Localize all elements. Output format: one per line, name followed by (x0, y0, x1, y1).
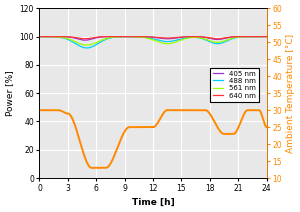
405 nm (77, 38, 81, 40)
Line: 640 nm: 640 nm (40, 37, 267, 39)
561 nm (38, 35, 41, 38)
561 nm (125, 35, 128, 38)
561 nm (64, 37, 67, 39)
640 nm (135, 35, 138, 38)
405 nm (64, 35, 67, 38)
488 nm (260, 35, 264, 38)
488 nm (38, 35, 41, 38)
640 nm (216, 38, 219, 40)
Legend: 405 nm, 488 nm, 561 nm, 640 nm: 405 nm, 488 nm, 561 nm, 640 nm (210, 68, 259, 102)
488 nm (64, 37, 67, 40)
405 nm (125, 35, 128, 38)
488 nm (135, 35, 138, 38)
640 nm (265, 35, 268, 38)
561 nm (265, 35, 268, 38)
561 nm (77, 42, 81, 45)
X-axis label: Time [h]: Time [h] (132, 198, 174, 207)
640 nm (125, 35, 128, 38)
488 nm (236, 36, 240, 39)
561 nm (135, 36, 138, 38)
561 nm (236, 36, 240, 38)
488 nm (85, 47, 88, 49)
640 nm (77, 37, 81, 39)
Line: 561 nm: 561 nm (40, 37, 267, 45)
405 nm (83, 39, 87, 41)
561 nm (260, 35, 264, 38)
488 nm (265, 35, 268, 38)
405 nm (135, 35, 138, 38)
Y-axis label: Power [%]: Power [%] (5, 70, 14, 116)
405 nm (38, 35, 41, 38)
Line: 488 nm: 488 nm (40, 37, 267, 48)
488 nm (125, 35, 128, 38)
Y-axis label: Ambient Temperature [°C]: Ambient Temperature [°C] (286, 34, 295, 153)
488 nm (77, 44, 81, 47)
640 nm (38, 35, 41, 38)
561 nm (85, 44, 88, 46)
640 nm (64, 35, 67, 38)
405 nm (260, 35, 264, 38)
405 nm (236, 35, 240, 38)
640 nm (260, 35, 264, 38)
640 nm (236, 35, 240, 38)
Line: 405 nm: 405 nm (40, 37, 267, 40)
405 nm (265, 35, 268, 38)
